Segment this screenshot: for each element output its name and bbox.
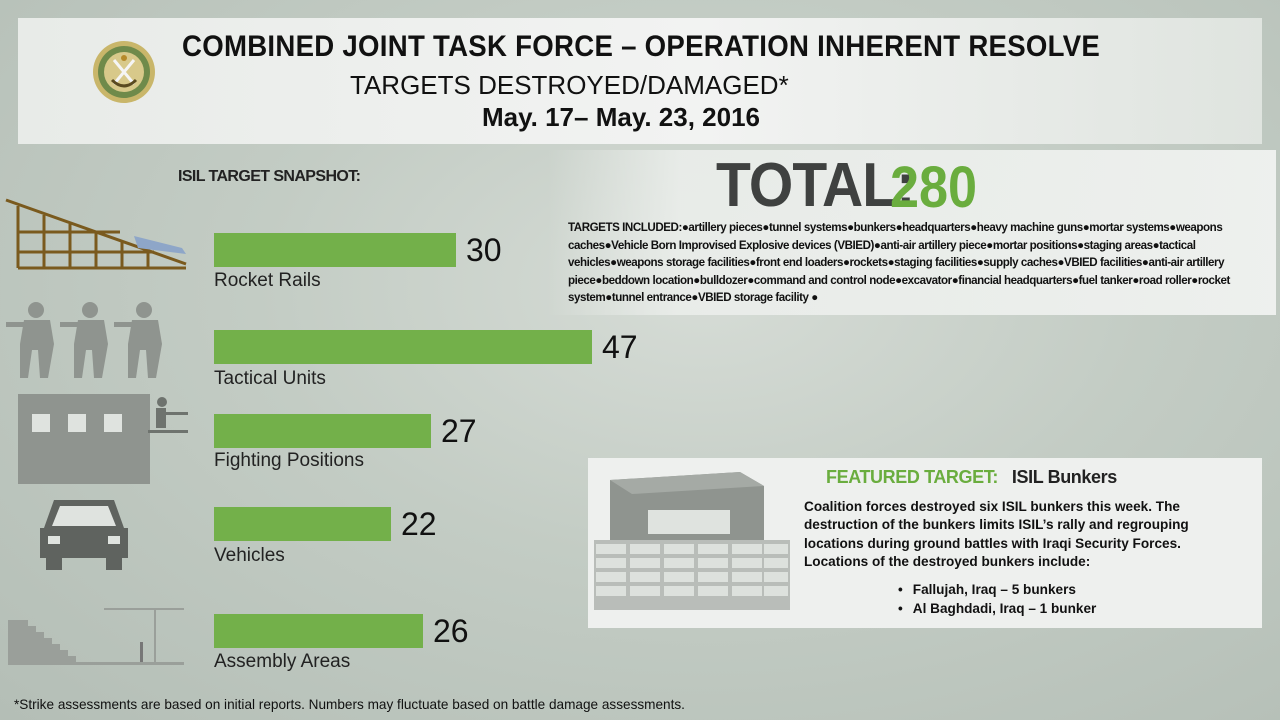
total-label: TOTAL: — [716, 151, 915, 220]
category-label: Vehicles — [214, 545, 285, 566]
fighting-position-icon — [18, 394, 188, 484]
targets-included-text: TARGETS INCLUDED:●artillery pieces●tunne… — [568, 219, 1268, 307]
page-title: COMBINED JOINT TASK FORCE – OPERATION IN… — [182, 30, 1101, 63]
bar-tactical-units — [214, 330, 592, 364]
featured-target-name: ISIL Bunkers — [1011, 467, 1117, 487]
page-subtitle: TARGETS DESTROYED/DAMAGED* — [350, 70, 789, 100]
bar-vehicles — [214, 507, 391, 541]
assembly-area-icon — [8, 608, 184, 665]
bar-value-label: 27 — [441, 413, 477, 449]
category-label: Rocket Rails — [214, 270, 321, 291]
tactical-units-icon — [6, 302, 162, 378]
bar-value-label: 47 — [602, 329, 638, 365]
bar-value-label: 26 — [433, 613, 469, 649]
bunker-locations-list: Fallujah, Iraq – 5 bunkers Al Baghdadi, … — [898, 580, 1097, 618]
featured-target-body: Coalition forces destroyed six ISIL bunk… — [804, 499, 1189, 570]
featured-target-label: FEATURED TARGET: — [826, 467, 998, 487]
date-range: May. 17– May. 23, 2016 — [482, 102, 761, 132]
targets-included-lead: TARGETS INCLUDED: — [568, 221, 682, 234]
footnote: *Strike assessments are based on initial… — [14, 697, 685, 712]
bunker-location-item: Al Baghdadi, Iraq – 1 bunker — [898, 599, 1097, 618]
bar-value-label: 22 — [401, 506, 437, 542]
targets-included-list: ●artillery pieces●tunnel systems●bunkers… — [568, 221, 1230, 305]
vehicle-icon — [40, 500, 128, 570]
bar-value-label: 30 — [466, 232, 502, 268]
category-label: Assembly Areas — [214, 651, 351, 672]
bar-rocket-rails — [214, 233, 456, 267]
cjtf-seal-icon — [93, 41, 155, 103]
total-value: 280 — [890, 155, 978, 220]
featured-target-heading: FEATURED TARGET: ISIL Bunkers — [826, 467, 1117, 488]
snapshot-label: ISIL TARGET SNAPSHOT: — [178, 168, 361, 185]
bunker-location-item: Fallujah, Iraq – 5 bunkers — [898, 580, 1096, 599]
bar-assembly-areas — [214, 614, 423, 648]
rocket-rail-icon — [5, 198, 187, 270]
bar-fighting-positions — [214, 414, 431, 448]
total-panel — [548, 150, 1276, 315]
category-label: Fighting Positions — [214, 450, 364, 471]
bunker-icon — [594, 472, 790, 610]
category-label: Tactical Units — [214, 368, 326, 389]
header-panel — [18, 18, 1262, 144]
